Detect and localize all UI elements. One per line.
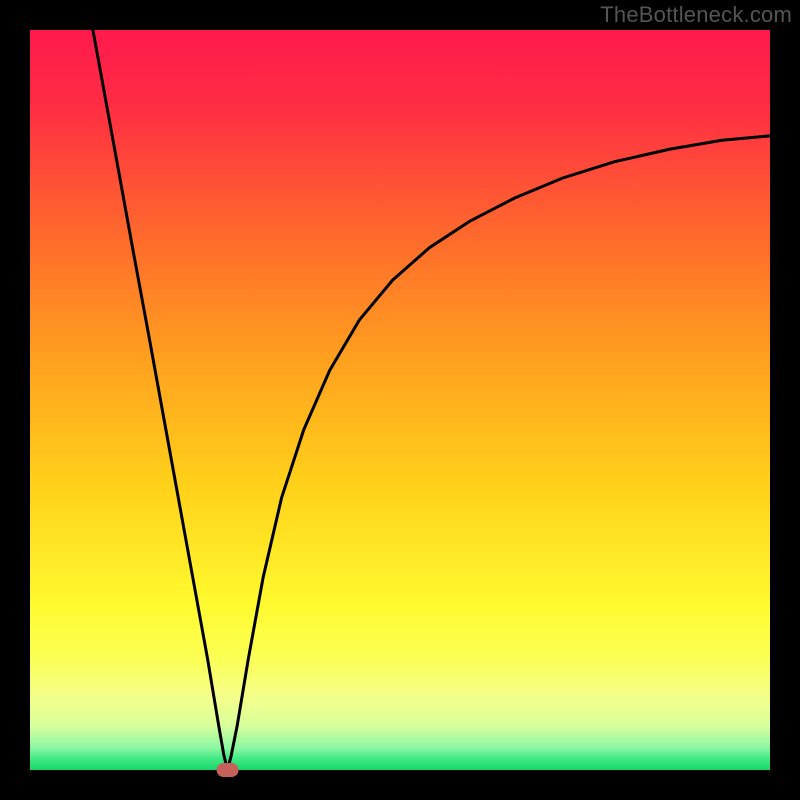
chart-svg — [0, 0, 800, 800]
watermark-text: TheBottleneck.com — [600, 2, 792, 28]
chart-container: TheBottleneck.com — [0, 0, 800, 800]
plot-background — [30, 30, 770, 770]
trough-marker — [217, 763, 239, 777]
